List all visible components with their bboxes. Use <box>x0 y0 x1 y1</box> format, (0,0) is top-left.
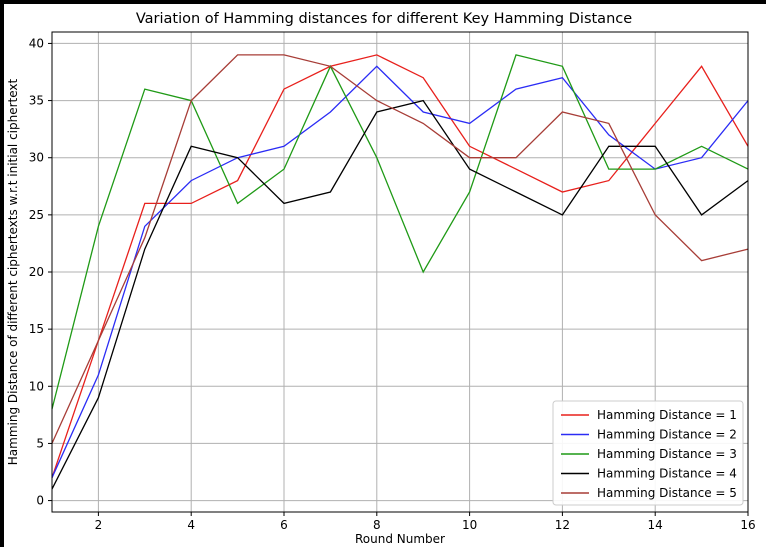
x-tick-label: 6 <box>280 518 288 532</box>
y-tick-label: 10 <box>29 379 44 393</box>
series-line-3 <box>51 54 749 410</box>
x-tick-label: 10 <box>462 518 477 532</box>
chart-title: Variation of Hamming distances for diffe… <box>136 11 632 27</box>
legend-label: Hamming Distance = 3 <box>597 447 737 461</box>
legend-label: Hamming Distance = 1 <box>597 408 737 422</box>
legend-label: Hamming Distance = 2 <box>597 428 737 442</box>
x-tick-label: 14 <box>648 518 663 532</box>
line-chart: Variation of Hamming distances for diffe… <box>6 11 756 546</box>
series-line-5 <box>51 54 749 444</box>
chart-frame: Variation of Hamming distances for diffe… <box>4 4 766 547</box>
x-tick-label: 4 <box>187 518 195 532</box>
y-axis-label: Hamming Distance of different ciphertext… <box>6 78 20 465</box>
y-tick-label: 25 <box>29 208 44 222</box>
x-tick-label: 16 <box>740 518 755 532</box>
x-tick-label: 8 <box>373 518 381 532</box>
legend-label: Hamming Distance = 5 <box>597 486 737 500</box>
x-tick-label: 2 <box>95 518 103 532</box>
y-tick-label: 35 <box>29 94 44 108</box>
series-line-4 <box>51 99 749 490</box>
legend: Hamming Distance = 1 Hamming Distance = 2… <box>552 400 744 506</box>
legend-box <box>552 400 744 506</box>
x-axis-label: Round Number <box>355 532 445 546</box>
y-tick-label: 30 <box>29 151 44 165</box>
x-tick-label: 12 <box>555 518 570 532</box>
y-axis: 0 5 10 15 20 25 30 35 40 <box>29 36 52 508</box>
legend-label: Hamming Distance = 4 <box>597 467 737 481</box>
y-tick-label: 15 <box>29 322 44 336</box>
y-tick-label: 5 <box>36 436 44 450</box>
series-line-2 <box>51 65 749 478</box>
y-tick-label: 20 <box>29 265 44 279</box>
y-tick-label: 40 <box>29 36 44 50</box>
series-lines <box>51 54 749 490</box>
y-tick-label: 0 <box>36 494 44 508</box>
x-axis: 2 4 6 8 10 12 14 16 <box>95 512 756 532</box>
